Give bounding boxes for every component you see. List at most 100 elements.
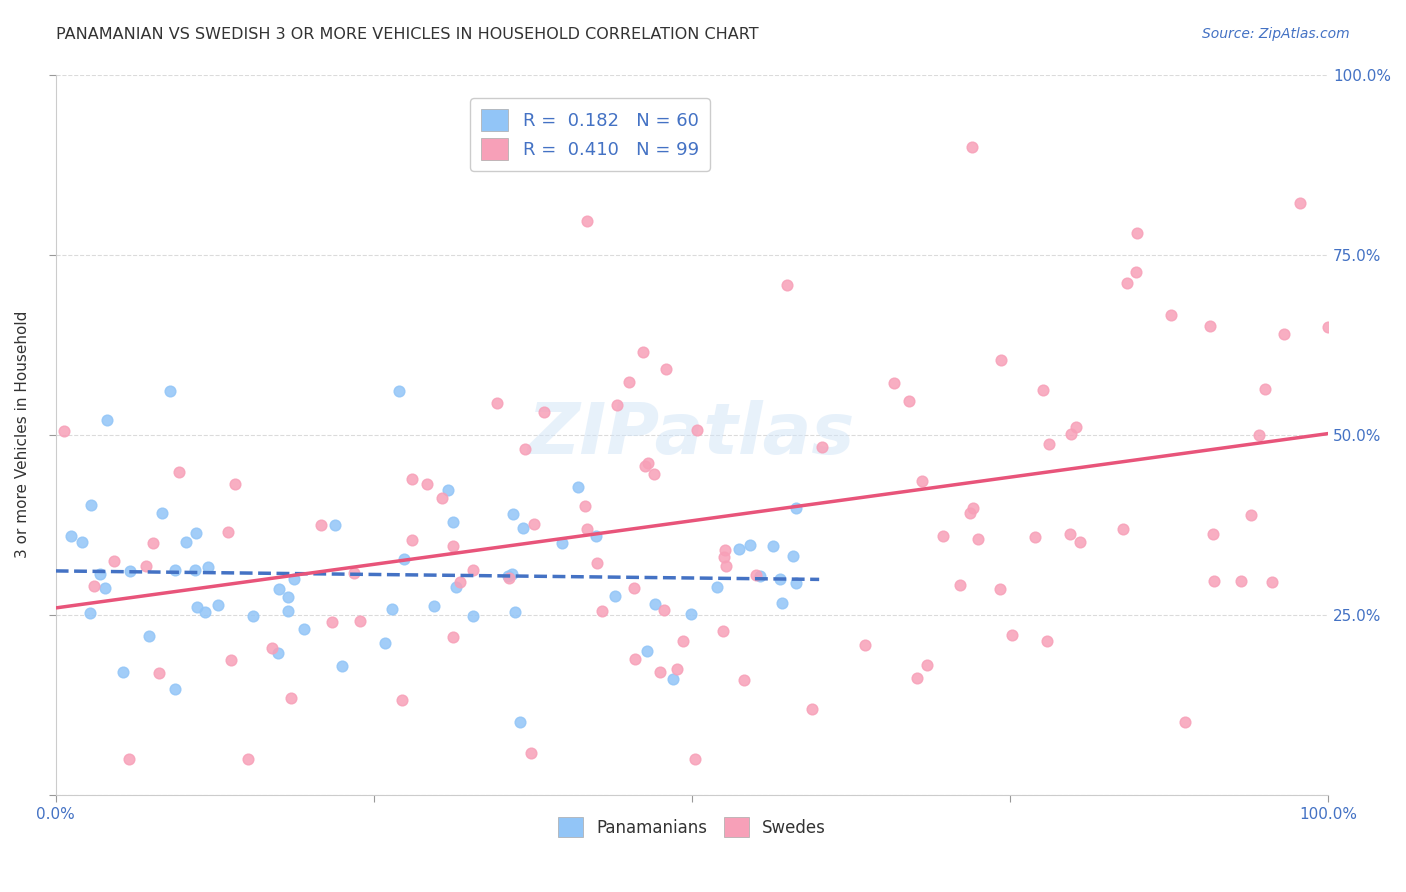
Point	[1202, 526, 1225, 541]
Point	[1060, 427, 1083, 442]
Point	[416, 477, 439, 491]
Point	[585, 556, 607, 570]
Point	[811, 440, 834, 454]
Point	[150, 506, 173, 520]
Point	[576, 522, 599, 536]
Point	[70, 534, 93, 549]
Point	[990, 582, 1012, 596]
Legend: Panamanians, Swedes: Panamanians, Swedes	[551, 810, 832, 844]
Point	[1112, 522, 1135, 536]
Point	[292, 622, 315, 636]
Point	[681, 607, 703, 621]
Point	[112, 665, 135, 679]
Point	[381, 602, 404, 616]
Point	[1254, 382, 1277, 396]
Point	[624, 651, 647, 665]
Point	[962, 500, 984, 515]
Point	[801, 702, 824, 716]
Y-axis label: 3 or more Vehicles in Household: 3 or more Vehicles in Household	[15, 311, 30, 558]
Point	[1038, 437, 1060, 451]
Point	[1317, 319, 1340, 334]
Point	[1160, 308, 1182, 322]
Point	[446, 580, 468, 594]
Point	[574, 500, 596, 514]
Point	[238, 752, 260, 766]
Point	[713, 550, 735, 565]
Point	[422, 599, 444, 614]
Point	[905, 671, 928, 685]
Point	[776, 277, 799, 292]
Point	[898, 394, 921, 409]
Point	[770, 596, 793, 610]
Point	[349, 614, 371, 628]
Point	[932, 529, 955, 543]
Point	[89, 567, 111, 582]
Point	[728, 542, 751, 557]
Point	[1032, 383, 1054, 397]
Point	[648, 665, 671, 679]
Point	[135, 558, 157, 573]
Point	[277, 590, 299, 604]
Point	[283, 572, 305, 586]
Point	[672, 634, 695, 648]
Point	[706, 580, 728, 594]
Point	[52, 425, 75, 439]
Point	[883, 376, 905, 391]
Point	[666, 662, 689, 676]
Point	[762, 539, 785, 553]
Point	[441, 630, 464, 644]
Point	[967, 532, 990, 546]
Point	[79, 606, 101, 620]
Point	[148, 666, 170, 681]
Point	[520, 747, 543, 761]
Point	[1064, 420, 1087, 434]
Point	[637, 644, 659, 658]
Point	[713, 624, 735, 639]
Point	[1198, 318, 1220, 333]
Point	[437, 483, 460, 497]
Point	[1289, 195, 1312, 210]
Point	[217, 524, 239, 539]
Text: PANAMANIAN VS SWEDISH 3 OR MORE VEHICLES IN HOUSEHOLD CORRELATION CHART: PANAMANIAN VS SWEDISH 3 OR MORE VEHICLES…	[56, 27, 759, 42]
Point	[277, 604, 299, 618]
Point	[654, 602, 676, 616]
Point	[959, 506, 981, 520]
Point	[585, 529, 607, 543]
Point	[990, 353, 1012, 368]
Point	[485, 396, 508, 410]
Text: ZIPatlas: ZIPatlas	[529, 401, 856, 469]
Point	[623, 581, 645, 595]
Point	[683, 752, 706, 766]
Point	[576, 214, 599, 228]
Point	[1202, 574, 1225, 588]
Point	[619, 376, 641, 390]
Point	[1036, 633, 1059, 648]
Point	[915, 658, 938, 673]
Point	[637, 457, 659, 471]
Point	[321, 615, 343, 630]
Point	[96, 413, 118, 427]
Point	[184, 526, 207, 541]
Point	[785, 501, 807, 516]
Point	[714, 558, 737, 573]
Point	[733, 673, 755, 687]
Point	[501, 566, 523, 581]
Point	[550, 536, 572, 550]
Point	[449, 575, 471, 590]
Point	[1125, 265, 1147, 279]
Point	[745, 568, 768, 582]
Point	[1126, 226, 1149, 240]
Point	[617, 153, 640, 168]
Point	[432, 491, 454, 505]
Point	[960, 139, 983, 153]
Point	[280, 690, 302, 705]
Point	[603, 589, 626, 603]
Point	[503, 606, 526, 620]
Point	[194, 605, 217, 619]
Point	[522, 516, 544, 531]
Point	[1116, 276, 1139, 290]
Point	[183, 563, 205, 577]
Point	[782, 549, 804, 564]
Point	[685, 423, 707, 437]
Point	[533, 405, 555, 419]
